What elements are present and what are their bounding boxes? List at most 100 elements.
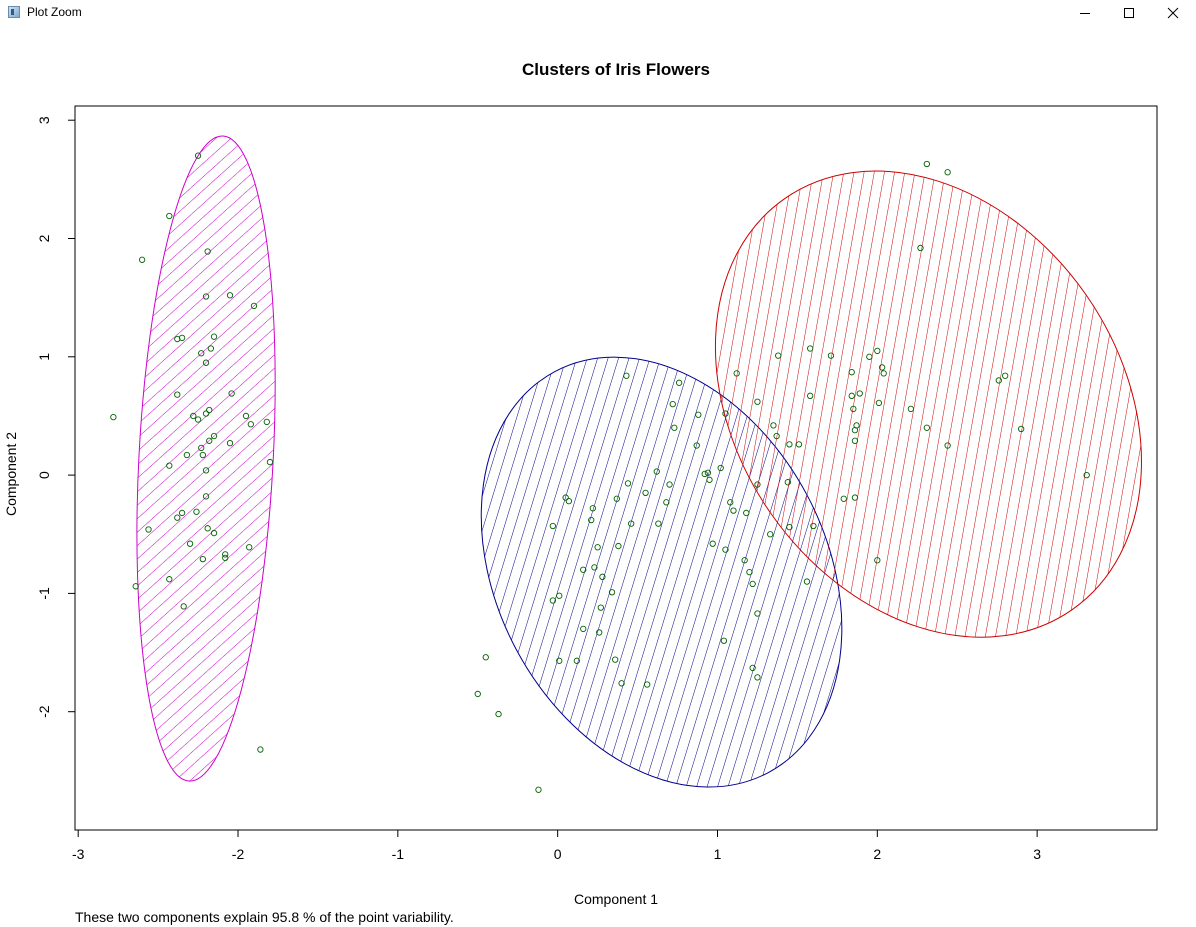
cluster-3-point <box>807 345 814 352</box>
cluster-1-point <box>174 514 181 521</box>
cluster-2-point <box>704 469 712 476</box>
cluster-2-point <box>549 597 557 604</box>
x-tick-label: -2 <box>232 846 245 862</box>
cluster-3-point <box>874 557 881 564</box>
cluster-plot: Clusters of Iris Flowers -3 -2 -1 0 1 2 3 -2 -1 0… <box>3 60 1158 925</box>
y-tick-label: 0 <box>36 471 52 479</box>
cluster-3-point <box>827 352 835 359</box>
cluster-2-point <box>482 654 489 661</box>
cluster-3-point <box>775 352 782 359</box>
cluster-3-point <box>907 405 915 412</box>
cluster-1-point <box>166 576 173 583</box>
y-tick-label: 3 <box>36 116 52 124</box>
cluster-1-ellipse <box>136 135 276 782</box>
cluster-2-point <box>754 610 761 617</box>
cluster-2-point <box>749 664 756 672</box>
cluster-2-point <box>706 476 713 483</box>
cluster-1-point <box>222 554 229 562</box>
cluster-2-point <box>727 499 734 506</box>
cluster-1-point <box>186 540 194 547</box>
cluster-1-point <box>226 292 234 299</box>
cluster-3-point <box>917 244 924 252</box>
cluster-2-point <box>615 542 622 550</box>
cluster-2-point <box>556 657 563 664</box>
cluster-2-point <box>666 481 673 488</box>
cluster-2-point <box>591 564 598 571</box>
cluster-1-point <box>257 746 264 753</box>
cluster-3-point <box>1083 471 1090 479</box>
cluster-3-point <box>878 364 886 371</box>
cluster-2-point <box>628 520 635 527</box>
cluster-1-point <box>183 451 191 459</box>
window-titlebar[interactable]: Plot Zoom <box>0 0 1196 26</box>
maximize-button[interactable] <box>1106 0 1152 26</box>
cluster-1-point <box>199 555 207 563</box>
cluster-2-point <box>599 573 606 580</box>
cluster-2-point <box>741 557 748 564</box>
cluster-2-point <box>535 786 542 793</box>
close-button[interactable] <box>1150 0 1196 26</box>
cluster-2-point <box>743 509 750 517</box>
cluster-1-point <box>247 421 254 428</box>
cluster-2-point <box>717 464 724 472</box>
cluster-1-point <box>206 437 213 444</box>
x-tick-label: -1 <box>392 846 405 862</box>
cluster-2-point <box>693 442 700 449</box>
cluster-3-point <box>995 377 1002 384</box>
cluster-2-point <box>746 568 753 576</box>
cluster-1-point <box>198 350 205 357</box>
cluster-1-point <box>242 412 250 420</box>
cluster-1-point <box>190 412 197 420</box>
cluster-1-point <box>132 583 139 590</box>
cluster-3-point <box>851 437 859 444</box>
cluster-3-point <box>807 392 814 399</box>
cluster-1-point <box>202 359 210 366</box>
cluster-2-point <box>749 580 756 588</box>
x-tick-label: 2 <box>873 846 881 862</box>
cluster-2-point <box>644 681 651 688</box>
cluster-3-point <box>923 160 931 168</box>
cluster-3-point <box>875 399 883 407</box>
cluster-1-point <box>210 432 218 440</box>
cluster-2-point <box>596 629 603 636</box>
cluster-1-point <box>204 525 211 532</box>
cluster-2-point <box>612 656 619 663</box>
cluster-1-point <box>206 406 213 414</box>
cluster-2-point <box>474 690 481 698</box>
cluster-2-point <box>624 480 632 487</box>
cluster-2-point <box>613 495 620 502</box>
cluster-2-point <box>588 516 595 524</box>
cluster-2-point <box>549 522 557 530</box>
window-title: Plot Zoom <box>27 5 82 19</box>
cluster-2-point <box>618 680 625 687</box>
cluster-2-point <box>722 546 729 553</box>
cluster-3-point <box>850 405 857 412</box>
cluster-1-point <box>204 248 211 255</box>
minimize-button[interactable] <box>1062 0 1108 26</box>
variability-footnote: These two components explain 95.8 % of t… <box>75 909 454 925</box>
cluster-2-point <box>671 424 678 431</box>
plot-layer <box>110 135 1142 793</box>
cluster-2-point <box>754 674 761 681</box>
cluster-2-point <box>608 589 616 596</box>
cluster-2-point <box>597 604 604 611</box>
cluster-1-point <box>138 256 146 263</box>
cluster-1-point <box>145 526 152 533</box>
cluster-1-point <box>174 391 181 398</box>
x-tick-label: -3 <box>72 846 85 862</box>
cluster-3-point <box>874 347 881 355</box>
y-tick-label: -1 <box>36 587 52 600</box>
cluster-2-point <box>675 379 683 386</box>
cluster-2-point <box>589 505 596 512</box>
x-tick-label: 1 <box>714 846 722 862</box>
cluster-1-point <box>110 413 117 421</box>
cluster-1-point <box>266 458 274 466</box>
cluster-1-point <box>222 551 229 558</box>
cluster-2-point <box>730 507 737 514</box>
cluster-3-point <box>848 392 855 399</box>
cluster-1-point <box>198 444 205 452</box>
cluster-2-point <box>695 411 702 418</box>
cluster-3-point <box>880 370 887 377</box>
x-tick-label: 0 <box>554 846 562 862</box>
cluster-2-point <box>594 544 601 551</box>
